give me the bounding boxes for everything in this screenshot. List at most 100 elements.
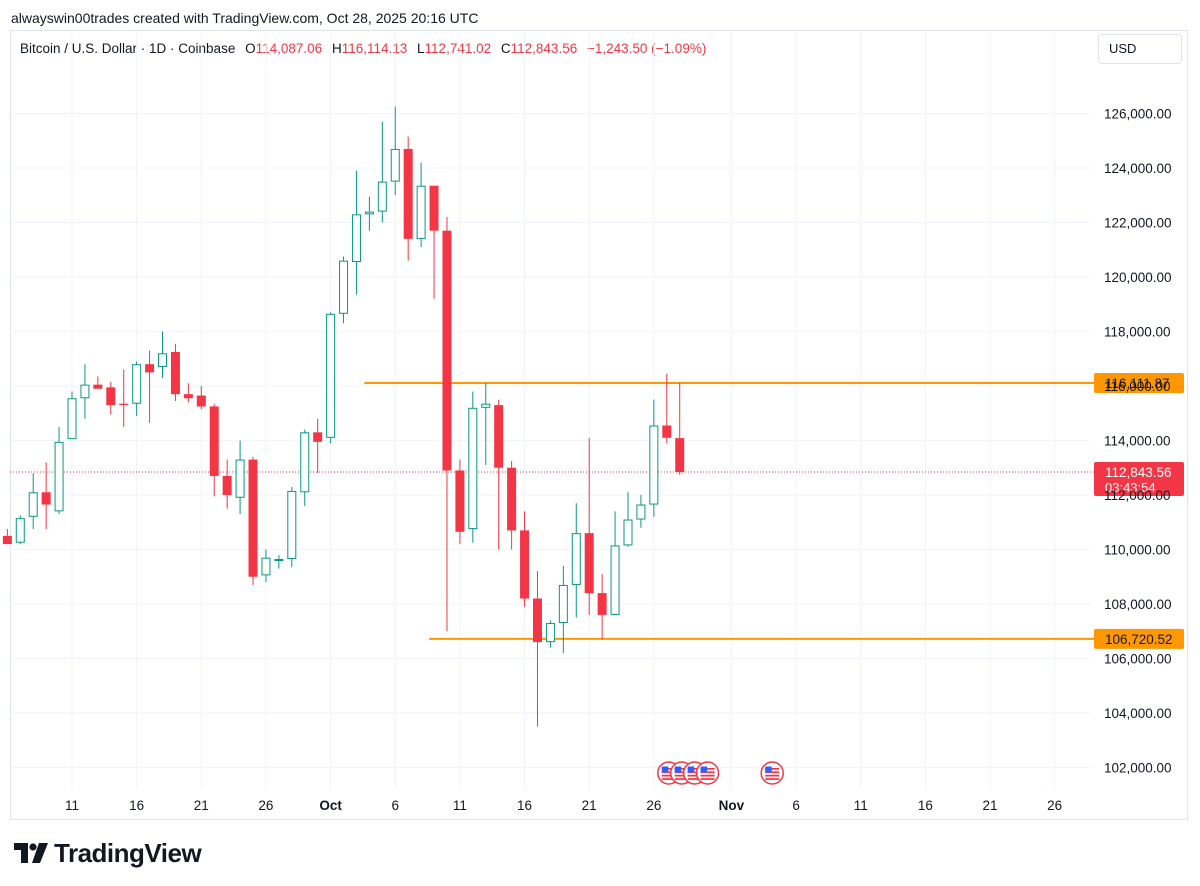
flag-canton: [700, 766, 708, 773]
y-tick-label: 106,000.00: [1104, 652, 1172, 667]
x-tick-label: 16: [918, 798, 933, 813]
high-value: 116,114.13: [341, 41, 408, 56]
flag-canton: [674, 766, 682, 773]
flag-stripe: [674, 768, 689, 770]
y-tick-label: 122,000.00: [1104, 216, 1172, 231]
candle-body: [429, 185, 439, 231]
candle-body: [339, 260, 349, 314]
candle: [532, 571, 542, 727]
candle: [313, 418, 323, 474]
candle-body: [300, 432, 310, 493]
x-tick-label: 26: [1047, 798, 1062, 813]
candle-body: [351, 214, 361, 263]
price-axis: 102,000.00 104,000.00 106,000.00 108,000.00…: [1104, 107, 1172, 776]
candle: [183, 383, 193, 403]
last-price-tag: [1094, 462, 1184, 497]
y-tick-label: 104,000.00: [1104, 706, 1172, 721]
candle-body: [222, 475, 232, 495]
candle: [41, 462, 51, 530]
candle-body: [455, 470, 465, 532]
y-tick-label: 118,000.00: [1104, 325, 1171, 340]
candle: [597, 574, 607, 640]
candle: [636, 495, 646, 528]
flag-stripe: [674, 778, 689, 780]
candle: [287, 486, 297, 568]
flag-stripe: [765, 774, 780, 777]
candle: [442, 217, 452, 632]
tradingview-logo-icon: [14, 843, 48, 863]
x-tick-label: Oct: [319, 798, 342, 813]
brand-name: TradingView: [54, 837, 202, 868]
candle: [28, 473, 38, 530]
symbol-title[interactable]: Bitcoin / U.S. Dollar · 1D · Coinbase: [20, 41, 236, 56]
brand-logo[interactable]: TradingView: [14, 837, 202, 868]
candle-body: [649, 425, 659, 505]
chart-frame: [10, 30, 1188, 820]
close-label: C: [500, 41, 511, 56]
flag-stripe: [687, 778, 702, 780]
candle-body: [662, 425, 672, 438]
flag-stripe: [674, 774, 689, 777]
candle-body: [41, 492, 51, 505]
x-tick-label: 21: [983, 798, 998, 813]
candles: [2, 106, 685, 727]
symbol-legend: Bitcoin / U.S. Dollar · 1D · Coinbase O1…: [20, 41, 706, 56]
x-tick-label: 26: [646, 798, 661, 813]
candle: [468, 391, 478, 543]
candle: [675, 382, 685, 475]
us-flag-event-icon[interactable]: [695, 761, 720, 785]
flag-canton: [765, 766, 772, 773]
candle-body: [636, 504, 646, 520]
candle-body: [326, 313, 336, 438]
candle-body: [377, 181, 387, 212]
candle-body: [93, 384, 103, 389]
candle-body: [494, 405, 504, 468]
level-price-label: 116,111.87: [1105, 376, 1170, 391]
candle: [416, 162, 426, 248]
candle: [455, 459, 465, 545]
candle-body: [507, 467, 517, 531]
x-tick-label: 6: [391, 798, 399, 813]
flag-stripe: [661, 778, 676, 780]
candle-body: [158, 353, 168, 367]
candle: [209, 403, 219, 497]
level-price-tag: [1094, 628, 1184, 649]
candle-body: [675, 438, 685, 473]
flag-stripe: [700, 771, 715, 774]
open-value: 114,087.06: [255, 41, 323, 56]
candle: [571, 503, 581, 618]
currency-button[interactable]: USD: [1098, 34, 1182, 64]
close-value: 112,843.56: [510, 41, 578, 56]
candle: [132, 361, 142, 416]
y-tick-label: 114,000.00: [1104, 434, 1171, 449]
candle-body: [274, 559, 284, 562]
y-tick-label: 126,000.00: [1104, 107, 1172, 122]
candle-body: [558, 584, 568, 624]
x-tick-label: 16: [129, 798, 144, 813]
candle: [248, 456, 258, 585]
y-tick-label: 108,000.00: [1104, 597, 1172, 612]
x-tick-label: 21: [582, 798, 597, 813]
candle: [274, 554, 284, 569]
candle-body: [261, 557, 271, 576]
flag-canton: [687, 766, 695, 773]
candle: [222, 459, 232, 509]
candle-body: [597, 593, 607, 615]
y-tick-label: 110,000.00: [1104, 543, 1171, 558]
flag-stripe: [661, 771, 676, 774]
y-tick-label: 112,000.00: [1104, 488, 1171, 503]
level-price-tag: [1094, 372, 1184, 393]
flag-stripe: [765, 778, 780, 780]
candle-body: [80, 384, 90, 399]
x-tick-label: 11: [453, 798, 467, 813]
x-tick-label: 11: [854, 798, 868, 813]
y-tick-label: 102,000.00: [1104, 761, 1172, 776]
flag-stripe: [687, 768, 702, 770]
candle: [15, 515, 25, 545]
high-label: H: [331, 41, 342, 56]
candle-body: [54, 441, 64, 512]
candle-body: [28, 492, 38, 517]
candle: [403, 136, 413, 261]
us-flag-event-icon[interactable]: [760, 761, 784, 785]
